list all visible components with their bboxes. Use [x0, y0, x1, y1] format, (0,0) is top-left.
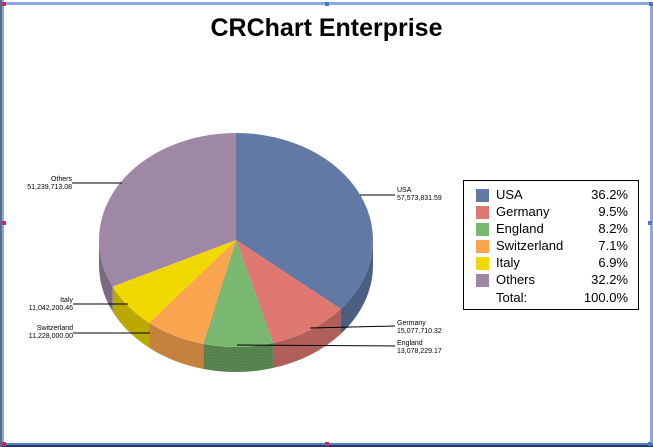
slice-label-others-name: Others	[50, 176, 72, 183]
chart-title: CRChart Enterprise	[210, 14, 443, 42]
frame-border-bottom	[2, 445, 653, 447]
resize-handle-top-middle[interactable]	[325, 2, 329, 6]
resize-handle-middle-right[interactable]	[648, 221, 652, 225]
legend-name: Italy	[496, 255, 520, 270]
legend-item-italy: Italy 6.9%	[464, 255, 640, 272]
legend-name: USA	[496, 187, 523, 202]
slice-label-italy-name: Italy	[60, 297, 73, 304]
pie-slice-italy[interactable]	[112, 240, 236, 323]
slice-label-usa-name: USA	[397, 187, 412, 194]
legend-percent: 9.5%	[598, 204, 628, 219]
leader-line	[309, 325, 396, 329]
legend-item-others: Others 32.2%	[464, 272, 640, 289]
legend-total: Total: 100.0%	[464, 290, 640, 307]
slice-label-italy: Italy 11,042,200.46	[18, 297, 73, 313]
frame-border-left	[0, 0, 2, 447]
pie-slice-switzerland[interactable]	[149, 240, 236, 344]
legend-item-germany: Germany 9.5%	[464, 204, 640, 221]
pie-slice-usa[interactable]	[236, 133, 374, 310]
slice-label-switzerland-value: 11,228,000.00	[28, 333, 73, 340]
legend-swatch-others	[476, 274, 489, 287]
slice-label-england-value: 13,078,229.17	[397, 348, 442, 355]
legend-item-england: England 8.2%	[464, 221, 640, 238]
legend-total-percent: 100.0%	[583, 290, 628, 305]
slice-label-germany-name: Germany	[397, 320, 426, 327]
chart-legend: USA 36.2% Germany 9.5% England 8.2% Swit…	[463, 180, 639, 310]
slice-label-germany: Germany 15,077,710.32	[397, 320, 442, 336]
legend-name: Others	[496, 272, 536, 287]
slice-label-switzerland-name: Switzerland	[36, 325, 73, 332]
resize-handle-bottom-left[interactable]	[2, 442, 6, 446]
pie-side-usa	[340, 240, 373, 335]
slice-label-italy-value: 11,042,200.46	[28, 305, 73, 312]
resize-handle-top-right[interactable]	[649, 2, 653, 6]
slice-label-others-value: 51,239,713.08	[27, 184, 72, 191]
slice-label-england-name: England	[397, 340, 423, 347]
pie-side-others	[99, 240, 113, 312]
slice-label-usa: USA 57,573,831.59	[397, 187, 442, 203]
legend-percent: 7.1%	[598, 238, 628, 253]
slice-label-usa-value: 57,573,831.59	[397, 195, 442, 202]
slice-label-germany-value: 15,077,710.32	[397, 328, 442, 335]
resize-handle-bottom-middle[interactable]	[325, 442, 329, 446]
pie-slices	[99, 133, 374, 348]
legend-percent: 8.2%	[598, 221, 628, 236]
legend-percent: 32.2%	[591, 272, 628, 287]
pie-side-switzerland	[149, 322, 204, 369]
legend-swatch-italy	[476, 257, 489, 270]
leader-line	[236, 344, 396, 347]
legend-swatch-germany	[476, 206, 489, 219]
legend-swatch-usa	[476, 189, 489, 202]
slice-label-england: England 13,078,229.17	[397, 340, 442, 356]
slice-label-others: Others 51,239,713.08	[20, 176, 72, 192]
pie-slice-germany[interactable]	[236, 240, 341, 344]
pie-3d-sides	[99, 240, 373, 372]
pie-slice-england[interactable]	[203, 240, 273, 348]
pie-slice-others[interactable]	[99, 133, 237, 287]
legend-percent: 36.2%	[591, 187, 628, 202]
leader-lines	[72, 182, 396, 347]
legend-percent: 6.9%	[598, 255, 628, 270]
resize-handle-bottom-right[interactable]	[648, 442, 652, 446]
pie-side-england	[203, 343, 273, 372]
legend-name: England	[496, 221, 544, 236]
legend-item-usa: USA 36.2%	[464, 187, 640, 204]
pie-side-germany	[272, 309, 341, 369]
legend-swatch-england	[476, 223, 489, 236]
legend-name: Germany	[496, 204, 550, 219]
legend-name: Switzerland	[496, 238, 564, 253]
legend-total-label: Total:	[496, 290, 528, 305]
legend-swatch-switzerland	[476, 240, 489, 253]
resize-handle-middle-left[interactable]	[2, 221, 6, 225]
legend-item-switzerland: Switzerland 7.1%	[464, 238, 640, 255]
pie-side-italy	[112, 286, 150, 348]
slice-label-switzerland: Switzerland 11,228,000.00	[18, 325, 73, 341]
resize-handle-top-left[interactable]	[2, 2, 6, 6]
